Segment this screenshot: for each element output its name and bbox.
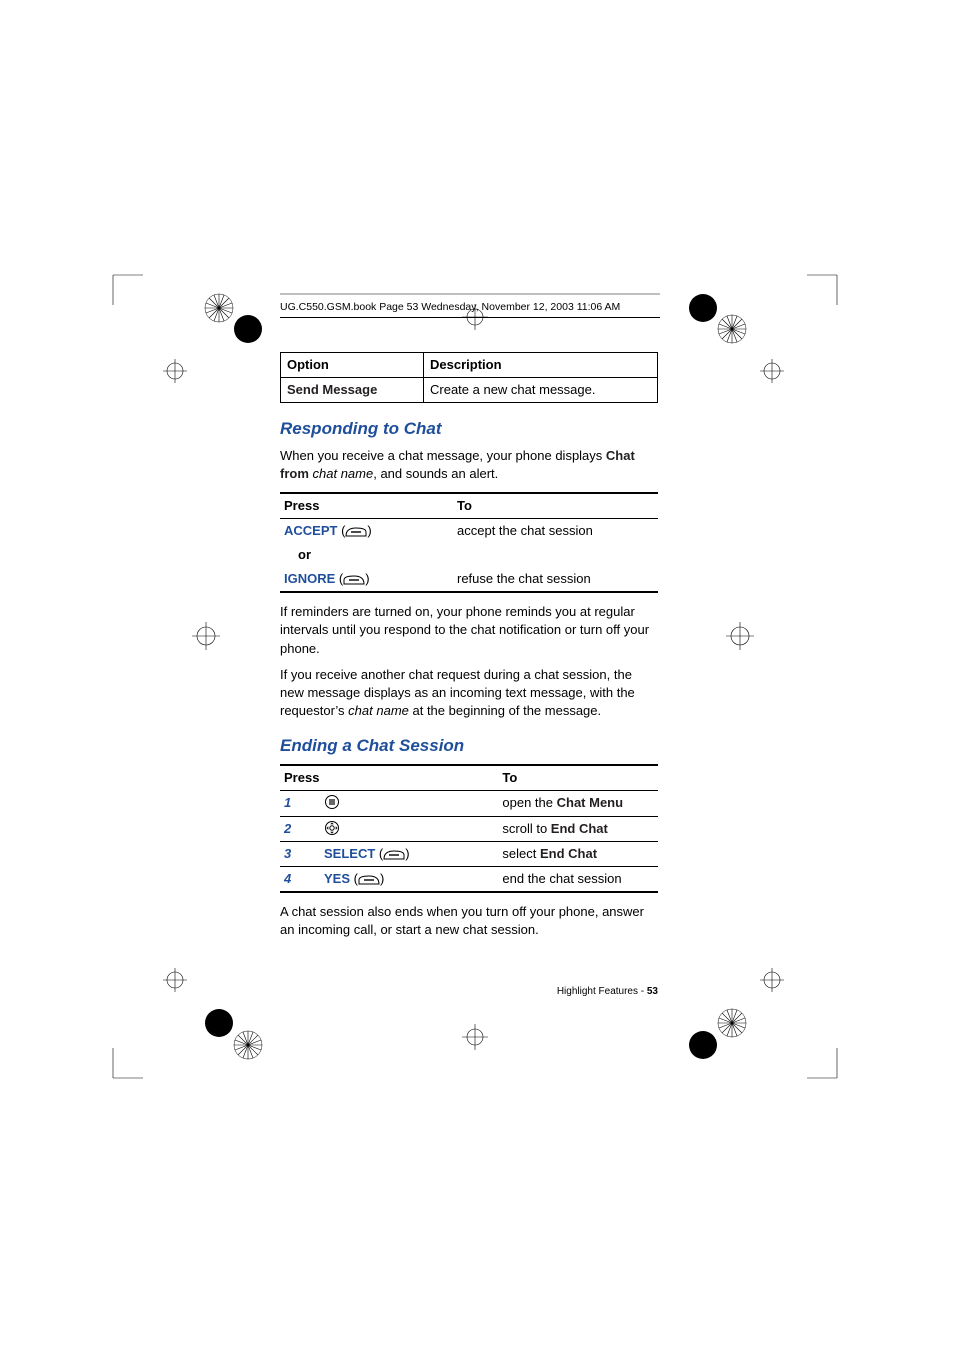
col-to: To — [453, 493, 658, 519]
step-action: scroll to End Chat — [498, 816, 658, 841]
col-press: Press — [280, 765, 498, 791]
responding-press-table: Press To ACCEPT () accept the chat sessi… — [280, 492, 658, 594]
ignore-key: IGNORE — [284, 571, 335, 586]
header-rule — [280, 317, 660, 318]
menu-key-icon — [324, 795, 340, 810]
accept-action: accept the chat session — [453, 518, 658, 543]
options-row: Send Message Create a new chat message. — [281, 378, 658, 403]
options-table: Option Description Send Message Create a… — [280, 352, 658, 403]
ignore-action: refuse the chat session — [453, 567, 658, 592]
heading-responding-to-chat: Responding to Chat — [280, 417, 658, 441]
step-num: 1 — [280, 791, 320, 816]
col-press: Press — [280, 493, 453, 519]
option-description: Create a new chat message. — [424, 378, 658, 403]
step-action: open the Chat Menu — [498, 791, 658, 816]
nav-key-icon — [324, 821, 340, 836]
options-header-option: Option — [281, 353, 424, 378]
responding-para2: If reminders are turned on, your phone r… — [280, 603, 658, 658]
select-key: SELECT — [324, 846, 375, 861]
accept-key: ACCEPT — [284, 523, 337, 538]
running-header: UG.C550.GSM.book Page 53 Wednesday, Nove… — [280, 300, 620, 315]
yes-key: YES — [324, 871, 350, 886]
step-num: 2 — [280, 816, 320, 841]
right-paren: ) — [367, 523, 371, 538]
soft-left-key-icon — [343, 571, 365, 586]
step-action: end the chat session — [498, 866, 658, 892]
step-action: select End Chat — [498, 841, 658, 866]
options-header-description: Description — [424, 353, 658, 378]
soft-left-key-icon — [358, 871, 380, 886]
page-number: 53 — [647, 986, 658, 997]
option-name: Send Message — [287, 382, 377, 397]
step-num: 4 — [280, 866, 320, 892]
footer-label: Highlight Features - — [557, 986, 647, 997]
ending-para: A chat session also ends when you turn o… — [280, 903, 658, 939]
responding-para3: If you receive another chat request duri… — [280, 666, 658, 721]
page-content: Option Description Send Message Create a… — [280, 352, 658, 948]
soft-right-key-icon — [345, 523, 367, 538]
heading-ending-chat-session: Ending a Chat Session — [280, 734, 658, 758]
step-num: 3 — [280, 841, 320, 866]
ending-press-table: Press To 1 open the Chat Menu 2 scroll t… — [280, 764, 658, 893]
responding-intro: When you receive a chat message, your ph… — [280, 447, 658, 483]
col-to: To — [498, 765, 658, 791]
soft-right-key-icon — [383, 846, 405, 861]
page-footer: Highlight Features - 53 — [280, 985, 658, 999]
or-label: or — [280, 543, 453, 567]
